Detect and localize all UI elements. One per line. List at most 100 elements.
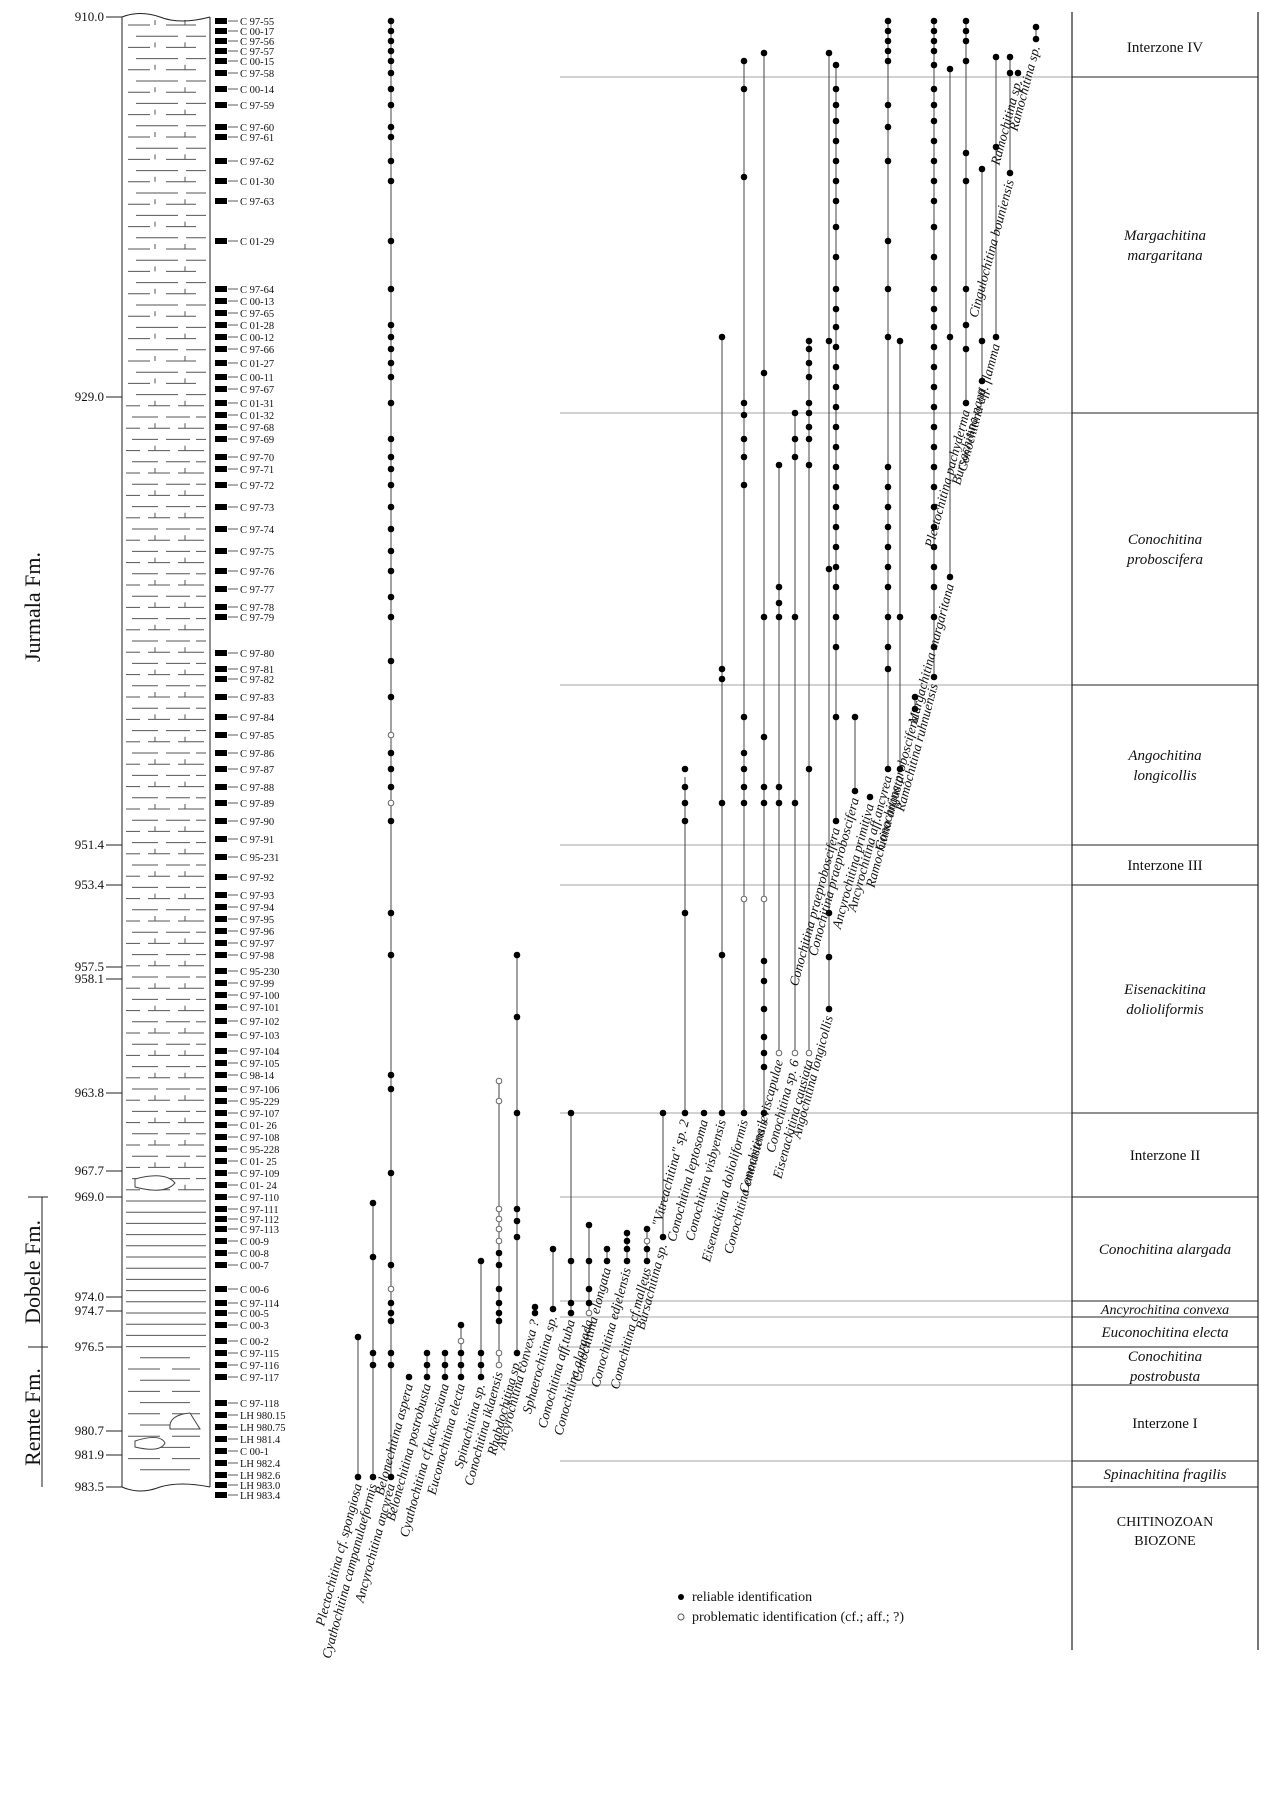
sample-id: C 97-114 xyxy=(240,1299,280,1310)
sample-marker xyxy=(215,1134,227,1140)
occurrence-reliable xyxy=(805,409,813,417)
occurrence-reliable xyxy=(1006,53,1014,61)
occurrence-reliable xyxy=(978,377,986,385)
occurrence-reliable xyxy=(930,157,938,165)
occurrence-reliable xyxy=(387,503,395,511)
occurrence-reliable xyxy=(740,453,748,461)
sample-id: C 97-63 xyxy=(240,197,274,208)
occurrence-reliable xyxy=(832,197,840,205)
sample-marker xyxy=(215,86,227,92)
occurrence-reliable xyxy=(718,1109,726,1117)
sample-id: C 97-76 xyxy=(240,567,274,578)
sample-id: LH 983.4 xyxy=(240,1491,281,1502)
legend-problematic-dot xyxy=(677,1613,685,1621)
occurrence-reliable xyxy=(911,693,919,701)
sample-id: C 97-109 xyxy=(240,1169,279,1180)
sample-id: C 97-70 xyxy=(240,453,274,464)
occurrence-reliable xyxy=(930,363,938,371)
occurrence-reliable xyxy=(387,1317,395,1325)
sample-id: C 97-89 xyxy=(240,799,274,810)
sample-id: C 00-11 xyxy=(240,373,274,384)
occurrence-problematic xyxy=(760,895,768,903)
depth-label: 969.0 xyxy=(75,1189,104,1204)
biozone-title: CHITINOZOAN xyxy=(1117,1515,1213,1530)
occurrence-reliable xyxy=(387,453,395,461)
occurrence-reliable xyxy=(495,1317,503,1325)
sample-marker xyxy=(215,916,227,922)
sample-id: C 00-9 xyxy=(240,1237,269,1248)
sample-marker xyxy=(215,836,227,842)
sample-marker xyxy=(215,1018,227,1024)
occurrence-reliable xyxy=(387,435,395,443)
sample-marker xyxy=(215,1122,227,1128)
sample-id: C 97-80 xyxy=(240,649,274,660)
occurrence-reliable xyxy=(354,1473,362,1481)
sample-marker xyxy=(215,1338,227,1344)
sample-id: C 97-72 xyxy=(240,481,274,492)
sample-marker xyxy=(215,1182,227,1188)
sample-marker xyxy=(215,1158,227,1164)
occurrence-reliable xyxy=(760,49,768,57)
occurrence-reliable xyxy=(387,951,395,959)
sample-id: C 00-15 xyxy=(240,57,274,68)
occurrence-reliable xyxy=(681,783,689,791)
sample-marker xyxy=(215,238,227,244)
occurrence-reliable xyxy=(825,565,833,573)
sample-marker xyxy=(215,454,227,460)
occurrence-reliable xyxy=(387,1085,395,1093)
sample-id: C 01-30 xyxy=(240,177,274,188)
sample-id: C 00-5 xyxy=(240,1309,269,1320)
occurrence-problematic xyxy=(495,1361,503,1369)
sample-id: C 00-8 xyxy=(240,1249,269,1260)
sample-marker xyxy=(215,904,227,910)
sample-id: C 97-112 xyxy=(240,1215,279,1226)
occurrence-reliable xyxy=(760,1063,768,1071)
sample-id: C 97-74 xyxy=(240,525,275,536)
occurrence-reliable xyxy=(805,423,813,431)
occurrence-reliable xyxy=(832,563,840,571)
occurrence-reliable xyxy=(946,333,954,341)
sample-marker xyxy=(215,874,227,880)
occurrence-reliable xyxy=(791,613,799,621)
sample-id: C 97-56 xyxy=(240,37,274,48)
occurrence-reliable xyxy=(884,237,892,245)
occurrence-reliable xyxy=(962,285,970,293)
sample-id: C 97-88 xyxy=(240,783,274,794)
sample-marker xyxy=(215,604,227,610)
occurrence-reliable xyxy=(740,57,748,65)
occurrence-problematic xyxy=(643,1237,651,1245)
occurrence-reliable xyxy=(387,1361,395,1369)
occurrence-reliable xyxy=(423,1349,431,1357)
occurrence-reliable xyxy=(643,1257,651,1265)
occurrence-reliable xyxy=(832,61,840,69)
sample-id: C 97-103 xyxy=(240,1031,279,1042)
sample-id: C 97-115 xyxy=(240,1349,279,1360)
sample-marker xyxy=(215,1146,227,1152)
occurrence-reliable xyxy=(423,1361,431,1369)
occurrence-reliable xyxy=(930,305,938,313)
sample-marker xyxy=(215,1060,227,1066)
occurrence-reliable xyxy=(791,799,799,807)
formation-label: Jurmala Fm. xyxy=(20,552,45,662)
legend-reliable-dot xyxy=(678,1594,684,1600)
occurrence-reliable xyxy=(962,17,970,25)
occurrence-reliable xyxy=(884,463,892,471)
occurrence-reliable xyxy=(387,1473,395,1481)
sample-id: C 01- 25 xyxy=(240,1157,277,1168)
occurrence-reliable xyxy=(387,525,395,533)
sample-id: C 97-57 xyxy=(240,47,274,58)
occurrence-reliable xyxy=(884,285,892,293)
sample-marker xyxy=(215,1206,227,1212)
occurrence-reliable xyxy=(387,359,395,367)
occurrence-reliable xyxy=(457,1373,465,1381)
sample-marker xyxy=(215,1448,227,1454)
zone-name: Conochitina xyxy=(1128,1349,1202,1365)
sample-id: C 97-69 xyxy=(240,435,274,446)
sample-marker xyxy=(215,322,227,328)
occurrence-reliable xyxy=(495,1285,503,1293)
occurrence-reliable xyxy=(477,1257,485,1265)
sample-marker xyxy=(215,568,227,574)
occurrence-reliable xyxy=(832,137,840,145)
occurrence-reliable xyxy=(387,85,395,93)
occurrence-reliable xyxy=(832,443,840,451)
